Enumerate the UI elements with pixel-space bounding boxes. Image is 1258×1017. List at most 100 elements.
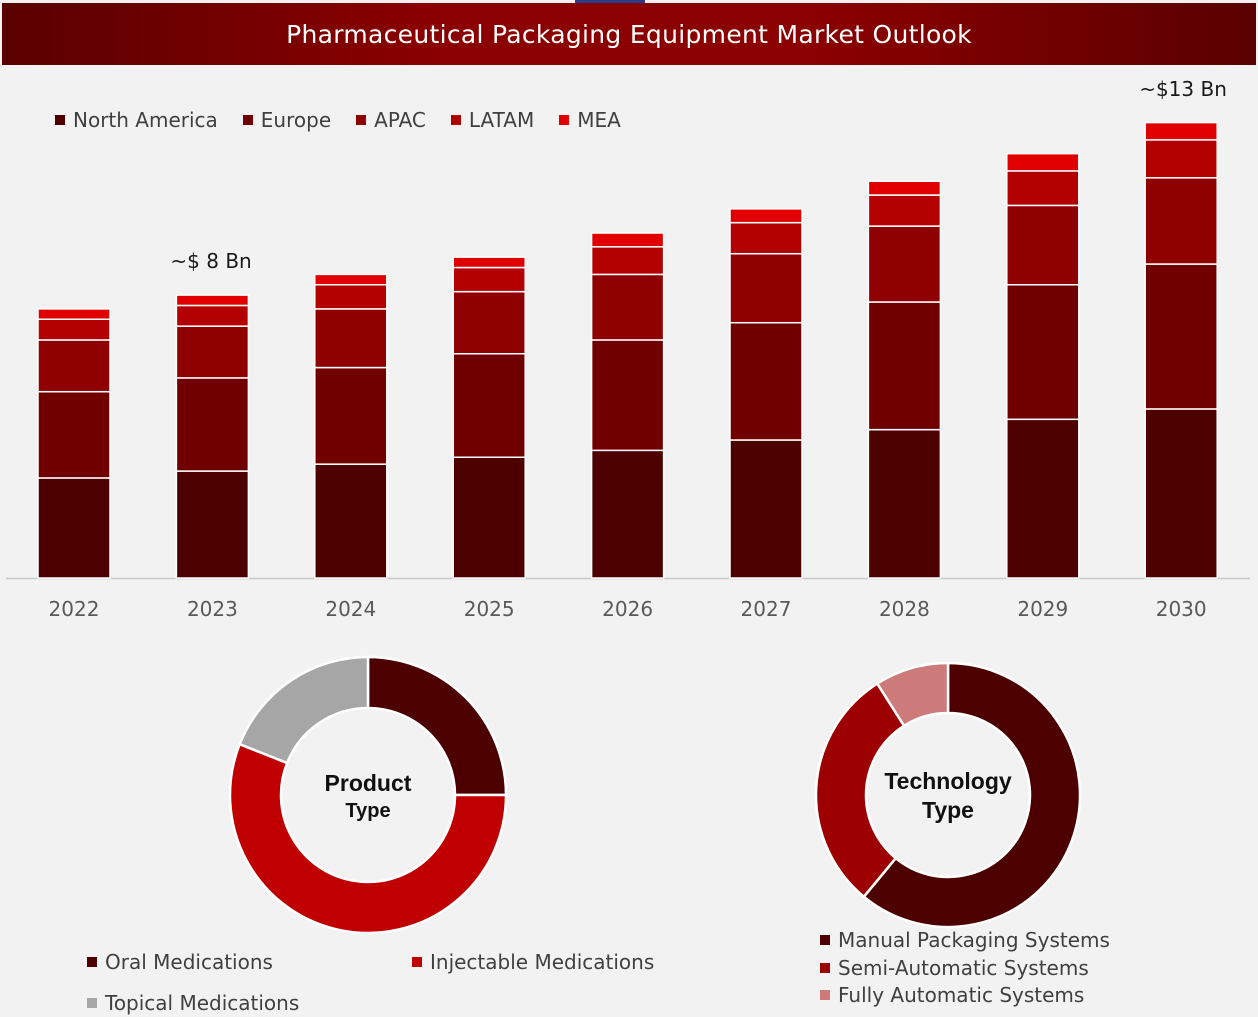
x-tick-label-2030: 2030 xyxy=(1156,597,1207,621)
stacked-bar-chart: 2022 2023 2024 2025 2026 2027 2028 2029 2030 xyxy=(6,121,1250,621)
center-label-line-1: Technology xyxy=(884,768,1012,794)
bar-segment-europe-2024 xyxy=(314,366,388,465)
legend-item-europe: Europe xyxy=(242,108,332,132)
legend-item-mea: MEA xyxy=(559,108,621,132)
bar-segment-apac-2027 xyxy=(729,252,803,324)
donut-slice-injectable-medications xyxy=(228,742,508,935)
legend-swatch xyxy=(55,115,65,125)
legend-label: Semi-Automatic Systems xyxy=(838,956,1089,980)
bar-segment-mea-2024 xyxy=(314,273,388,286)
x-tick-label-2026: 2026 xyxy=(602,597,653,621)
bar-segment-apac-2023 xyxy=(175,325,250,379)
bar-segment-north-america-2027 xyxy=(729,439,803,579)
bar-segment-latam-2029 xyxy=(1006,170,1080,207)
x-tick-label-2024: 2024 xyxy=(325,597,376,621)
donut-slice-oral-medications xyxy=(366,655,508,797)
bar-segment-apac-2029 xyxy=(1006,204,1080,286)
bar-segment-mea-2026 xyxy=(590,232,665,248)
legend-item-fully-automatic: Fully Automatic Systems xyxy=(820,983,1084,1007)
legend-item-topical-medications: Topical Medications xyxy=(87,991,299,1015)
bar-segment-latam-2027 xyxy=(729,221,803,255)
legend-item-oral-medications: Oral Medications xyxy=(87,950,273,974)
bar-segment-europe-2028 xyxy=(867,301,942,431)
bar-segment-mea-2027 xyxy=(729,208,803,224)
product-type-center-label: Product Type xyxy=(293,770,443,823)
bar-segment-north-america-2022 xyxy=(37,477,111,579)
bar-segment-latam-2026 xyxy=(590,246,665,276)
bar-segment-apac-2025 xyxy=(452,290,526,355)
bar-segment-europe-2027 xyxy=(729,321,803,441)
x-tick-label-2025: 2025 xyxy=(464,597,515,621)
top-accent-bar xyxy=(575,0,645,3)
center-label-line-1: Product xyxy=(324,770,412,796)
legend-label: Fully Automatic Systems xyxy=(838,983,1085,1007)
bar-segment-mea-2025 xyxy=(452,256,526,269)
legend-swatch xyxy=(87,998,97,1008)
legend-item-apac: APAC xyxy=(356,108,426,132)
center-label-line-2: Type xyxy=(922,797,974,823)
bar-segment-europe-2023 xyxy=(175,377,250,472)
legend-item-latam: LATAM xyxy=(450,108,535,132)
bar-segment-latam-2025 xyxy=(452,266,526,293)
legend-swatch xyxy=(820,990,830,1000)
legend-item-manual-packaging: Manual Packaging Systems xyxy=(820,928,1110,952)
legend-label: North America xyxy=(73,108,218,132)
bar-segment-mea-2023 xyxy=(175,294,250,307)
legend-label: Topical Medications xyxy=(105,991,300,1015)
bar-segment-north-america-2024 xyxy=(314,463,388,579)
legend-label: MEA xyxy=(577,108,621,132)
legend-label: Oral Medications xyxy=(105,950,273,974)
x-tick-label-2022: 2022 xyxy=(49,597,100,621)
legend-label: LATAM xyxy=(468,108,535,132)
bar-segment-apac-2030 xyxy=(1144,177,1218,265)
legend-swatch xyxy=(820,963,830,973)
donut-slice-fully-automatic-systems xyxy=(875,661,950,728)
bar-segment-apac-2022 xyxy=(37,339,111,393)
legend-swatch xyxy=(559,115,570,125)
page-title: Pharmaceutical Packaging Equipment Marke… xyxy=(286,19,972,49)
bar-segment-mea-2030 xyxy=(1144,121,1218,141)
legend-label: Europe xyxy=(260,108,332,132)
bar-segment-mea-2022 xyxy=(37,308,111,320)
bar-segment-north-america-2030 xyxy=(1144,408,1218,579)
bar-segment-north-america-2029 xyxy=(1006,418,1080,579)
bar-segment-north-america-2023 xyxy=(175,470,250,579)
technology-type-center-label: Technology Type xyxy=(868,768,1028,824)
bar-segment-latam-2022 xyxy=(37,318,111,341)
bar-segment-latam-2030 xyxy=(1144,139,1218,179)
bar-segment-mea-2028 xyxy=(867,180,942,196)
legend-swatch xyxy=(412,957,422,967)
legend-label: APAC xyxy=(374,108,426,132)
legend-swatch xyxy=(450,115,461,125)
bar-segment-north-america-2026 xyxy=(590,449,665,579)
legend-item-semi-automatic: Semi-Automatic Systems xyxy=(820,956,1089,980)
bar-segment-latam-2023 xyxy=(175,304,250,327)
page-header: Pharmaceutical Packaging Equipment Marke… xyxy=(2,3,1256,65)
legend-item-north-america: North America xyxy=(55,108,218,132)
bar-segment-mea-2029 xyxy=(1006,152,1080,172)
bar-segment-europe-2030 xyxy=(1144,263,1218,410)
donut-slice-topical-medications xyxy=(238,655,370,765)
bar-segment-europe-2025 xyxy=(452,353,526,458)
bar-segment-europe-2022 xyxy=(37,390,111,479)
bar-segment-apac-2024 xyxy=(314,308,388,369)
bar-segment-latam-2028 xyxy=(867,194,942,227)
legend-label: Manual Packaging Systems xyxy=(838,928,1110,952)
x-tick-label-2023: 2023 xyxy=(187,597,238,621)
bar-segment-europe-2026 xyxy=(590,339,665,452)
donut-slice-semi-automatic-systems xyxy=(814,681,906,899)
technology-type-donut xyxy=(814,661,1082,929)
bar-chart-legend: North America Europe APAC LATAM MEA xyxy=(55,108,646,132)
bar-segment-north-america-2028 xyxy=(867,428,942,579)
annotation-2030: ~$13 Bn xyxy=(1139,76,1227,101)
bar-segment-latam-2024 xyxy=(314,284,388,310)
bar-segment-europe-2029 xyxy=(1006,284,1080,421)
legend-label: Injectable Medications xyxy=(430,950,655,974)
product-type-donut xyxy=(228,655,508,935)
legend-swatch xyxy=(242,115,253,125)
x-tick-label-2028: 2028 xyxy=(879,597,930,621)
bar-segment-apac-2028 xyxy=(867,225,942,303)
legend-item-injectable-medications: Injectable Medications xyxy=(412,950,654,974)
annotation-2023: ~$ 8 Bn xyxy=(170,249,252,274)
x-tick-label-2027: 2027 xyxy=(741,597,792,621)
